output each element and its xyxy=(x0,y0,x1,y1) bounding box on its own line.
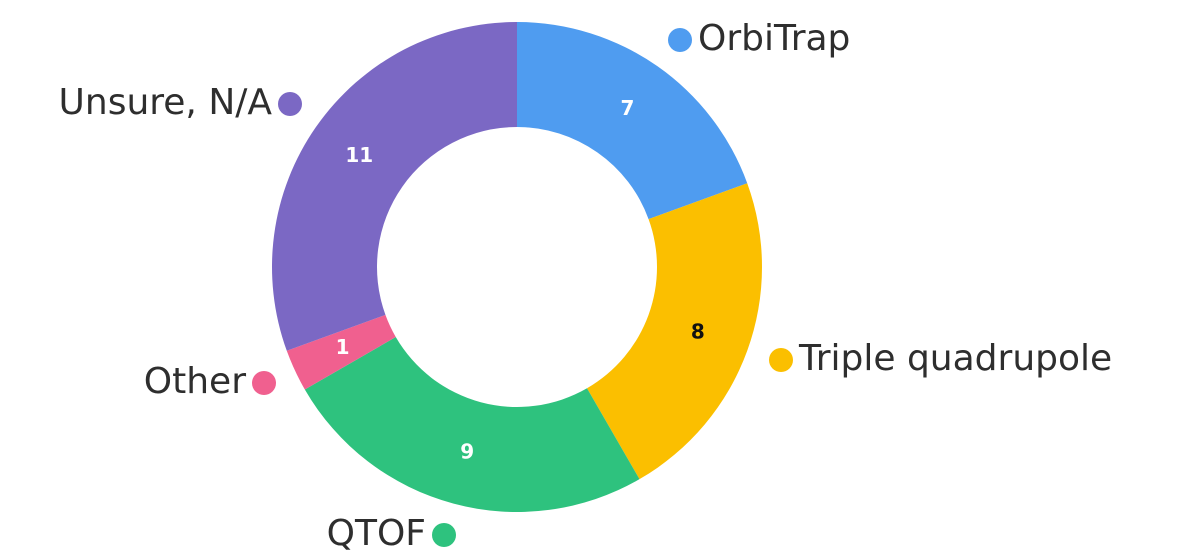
donut-segment xyxy=(286,314,396,390)
value-label: 1 xyxy=(336,335,350,359)
legend-dot xyxy=(668,28,692,52)
category-label: QTOF xyxy=(327,513,426,554)
category-label: Other xyxy=(144,361,246,402)
category-label: Unsure, N/A xyxy=(59,82,273,123)
value-label: 7 xyxy=(620,96,634,120)
legend-dot xyxy=(769,348,793,372)
legend-dot xyxy=(278,92,302,116)
category-label: OrbiTrap xyxy=(698,18,850,59)
value-label: 9 xyxy=(460,439,474,463)
donut-segment xyxy=(304,337,640,512)
donut-segment xyxy=(517,22,748,220)
donut-segment xyxy=(271,22,517,351)
value-label: 11 xyxy=(345,143,373,167)
legend-dot xyxy=(432,523,456,547)
category-label: Triple quadrupole xyxy=(798,338,1112,379)
legend-dot xyxy=(252,371,276,395)
donut-segment xyxy=(587,183,762,480)
value-label: 8 xyxy=(691,319,705,343)
